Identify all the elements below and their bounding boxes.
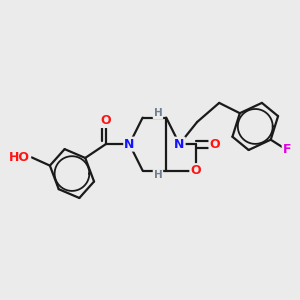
Text: H: H bbox=[154, 170, 162, 180]
Text: HO: HO bbox=[9, 151, 30, 164]
Text: O: O bbox=[209, 138, 220, 151]
Text: O: O bbox=[100, 114, 111, 127]
Text: F: F bbox=[283, 143, 291, 157]
Text: N: N bbox=[174, 138, 184, 151]
Text: H: H bbox=[154, 108, 162, 118]
Text: O: O bbox=[190, 164, 201, 177]
Text: N: N bbox=[124, 138, 135, 151]
